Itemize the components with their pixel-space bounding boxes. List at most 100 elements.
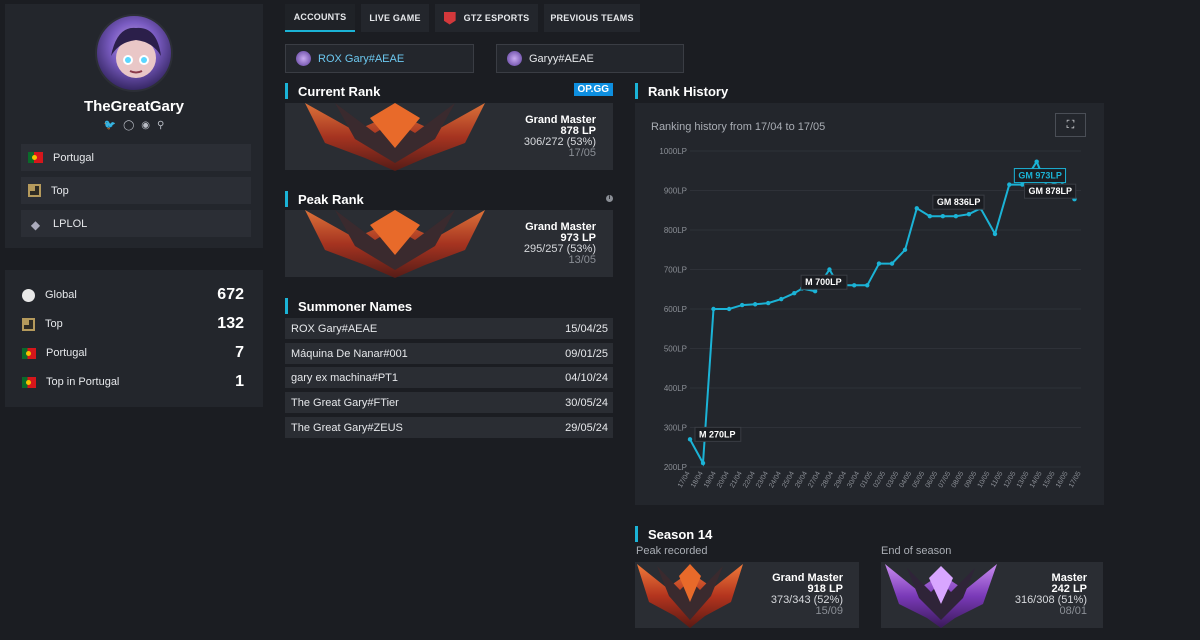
y-tick-label: 400LP [664,384,687,393]
account-button-rox-gary[interactable]: ROX Gary#AEAE [285,44,474,73]
season-end-info: Master 242 LP 316/308 (51%) 08/01 [1015,573,1087,617]
rank-point [992,231,998,237]
rank-tier: Grand Master [525,114,596,126]
summoner-name-date: 15/04/25 [565,322,608,335]
summoner-name-row: The Great Gary#ZEUS 29/05/24 [285,417,613,438]
profile-league-label: LPLOL [53,217,88,230]
trophy-icon[interactable]: ⚲ [157,120,165,131]
stat-row-top: Top 132 [22,314,244,334]
season-peak-card: Grand Master 918 LP 373/343 (52%) 15/09 [635,562,859,628]
rank-point [812,289,818,294]
profile-role[interactable]: Top [21,177,251,204]
twitter-icon[interactable]: 🐦 [103,120,117,131]
rank-point [700,460,706,466]
summoner-name: The Great Gary#ZEUS [291,421,403,434]
y-tick-label: 200LP [664,463,687,472]
y-tick-label: 900LP [664,187,687,196]
account-avatar-icon [296,51,311,66]
chart-tooltip-label: M 270LP [699,429,736,439]
profile-league[interactable]: ◆ LPLOL [21,210,251,237]
summoner-names-title: Summoner Names [285,298,412,314]
rank-point [902,247,908,252]
summoner-name-date: 30/05/24 [565,396,608,409]
account-label: ROX Gary#AEAE [318,52,405,65]
summoner-name-row: Máquina De Nanar#001 09/01/25 [285,343,613,364]
chart-tooltip-box [694,426,742,442]
rank-lp: 242 LP [1051,583,1087,595]
tab-accounts[interactable]: ACCOUNTS [285,4,355,32]
rank-point [889,261,895,266]
profile-avatar [95,14,173,92]
tab-gtz-esports[interactable]: GTZ ESPORTS [435,4,538,32]
stat-row-top-portugal: Top in Portugal 1 [22,372,244,392]
x-tick-label: 10/05 [977,470,992,489]
rank-point [739,302,745,308]
profile-country-label: Portugal [53,151,94,164]
stat-value: 672 [217,286,244,303]
stat-label: Top in Portugal [46,376,120,388]
summoner-name-date: 04/10/24 [565,371,608,384]
stat-row-global: Global 672 [22,285,244,305]
summoner-name: The Great Gary#FTier [291,396,399,409]
league-icon: ◆ [30,218,41,232]
grandmaster-emblem [295,210,495,278]
rank-point [687,437,693,442]
season-peak-info: Grand Master 918 LP 373/343 (52%) 15/09 [771,573,843,617]
rank-point [792,291,797,296]
stat-label: Portugal [46,347,87,359]
fullscreen-button[interactable]: ⛶ [1055,113,1086,137]
peak-rank-header: Peak Rank i [285,191,613,207]
account-button-garyy[interactable]: Garyy#AEAE [496,44,684,73]
chart-tooltip-box [1023,183,1077,199]
tab-previous-teams[interactable]: PREVIOUS TEAMS [544,4,640,32]
rank-lp: 918 LP [807,583,843,595]
summoner-name-row: The Great Gary#FTier 30/05/24 [285,392,613,413]
ladder-stats-card [5,270,263,407]
tab-live-game[interactable]: LIVE GAME [361,4,429,32]
rank-record: 306/272 (53%) [523,136,596,148]
rank-point [711,306,716,312]
account-avatar-icon [507,51,522,66]
info-icon[interactable]: i [606,195,613,202]
instagram-icon[interactable]: ◯ [123,120,135,131]
y-tick-label: 1000LP [659,147,687,156]
rank-point [852,283,857,288]
rank-point [966,212,972,217]
season-end-label: End of season [881,545,952,557]
rank-tier: Grand Master [772,572,843,584]
rank-lp: 878 LP [560,125,596,137]
discord-icon[interactable]: ◉ [141,120,151,131]
season-end-card: Master 242 LP 316/308 (51%) 08/01 [881,562,1103,628]
rank-point [752,302,758,307]
summoner-name-row: gary ex machina#PT1 04/10/24 [285,367,613,388]
tab-gtz-label: GTZ ESPORTS [463,13,530,23]
stat-value: 132 [217,315,244,332]
rank-point [726,306,732,312]
opgg-link[interactable]: OP.GG [573,83,613,96]
profile-name: TheGreatGary [83,98,185,115]
profile-card: TheGreatGary 🐦 ◯ ◉ ⚲ Portugal Top ◆ LPLO… [5,4,263,248]
profile-role-label: Top [51,184,69,197]
current-rank-header: Current Rank OP.GG [285,83,613,99]
rank-date: 17/05 [568,147,596,159]
rank-point [927,213,933,219]
stat-value: 1 [235,373,244,390]
rank-point [865,283,870,288]
rank-history-subtitle: Ranking history from 17/04 to 17/05 [651,121,826,133]
summoner-name: ROX Gary#AEAE [291,322,378,335]
summoner-name: Máquina De Nanar#001 [291,347,408,360]
peak-rank-info: Grand Master 973 LP 295/257 (53%) 13/05 [524,222,596,266]
rank-record: 295/257 (53%) [523,243,596,255]
rank-history-title: Rank History [635,83,728,99]
rank-line-series [689,159,1076,467]
summoner-name-date: 29/05/24 [565,421,608,434]
rank-point [940,213,946,219]
rank-point [827,267,832,272]
y-tick-label: 700LP [664,266,687,275]
summoner-name-date: 09/01/25 [565,347,608,360]
fullscreen-icon: ⛶ [1066,118,1075,131]
current-rank-card: Grand Master 878 LP 306/272 (53%) 17/05 [285,103,613,171]
profile-country[interactable]: Portugal [21,144,251,171]
social-links: 🐦 ◯ ◉ ⚲ [5,120,263,131]
x-tick-label: 17/05 [1068,470,1083,489]
